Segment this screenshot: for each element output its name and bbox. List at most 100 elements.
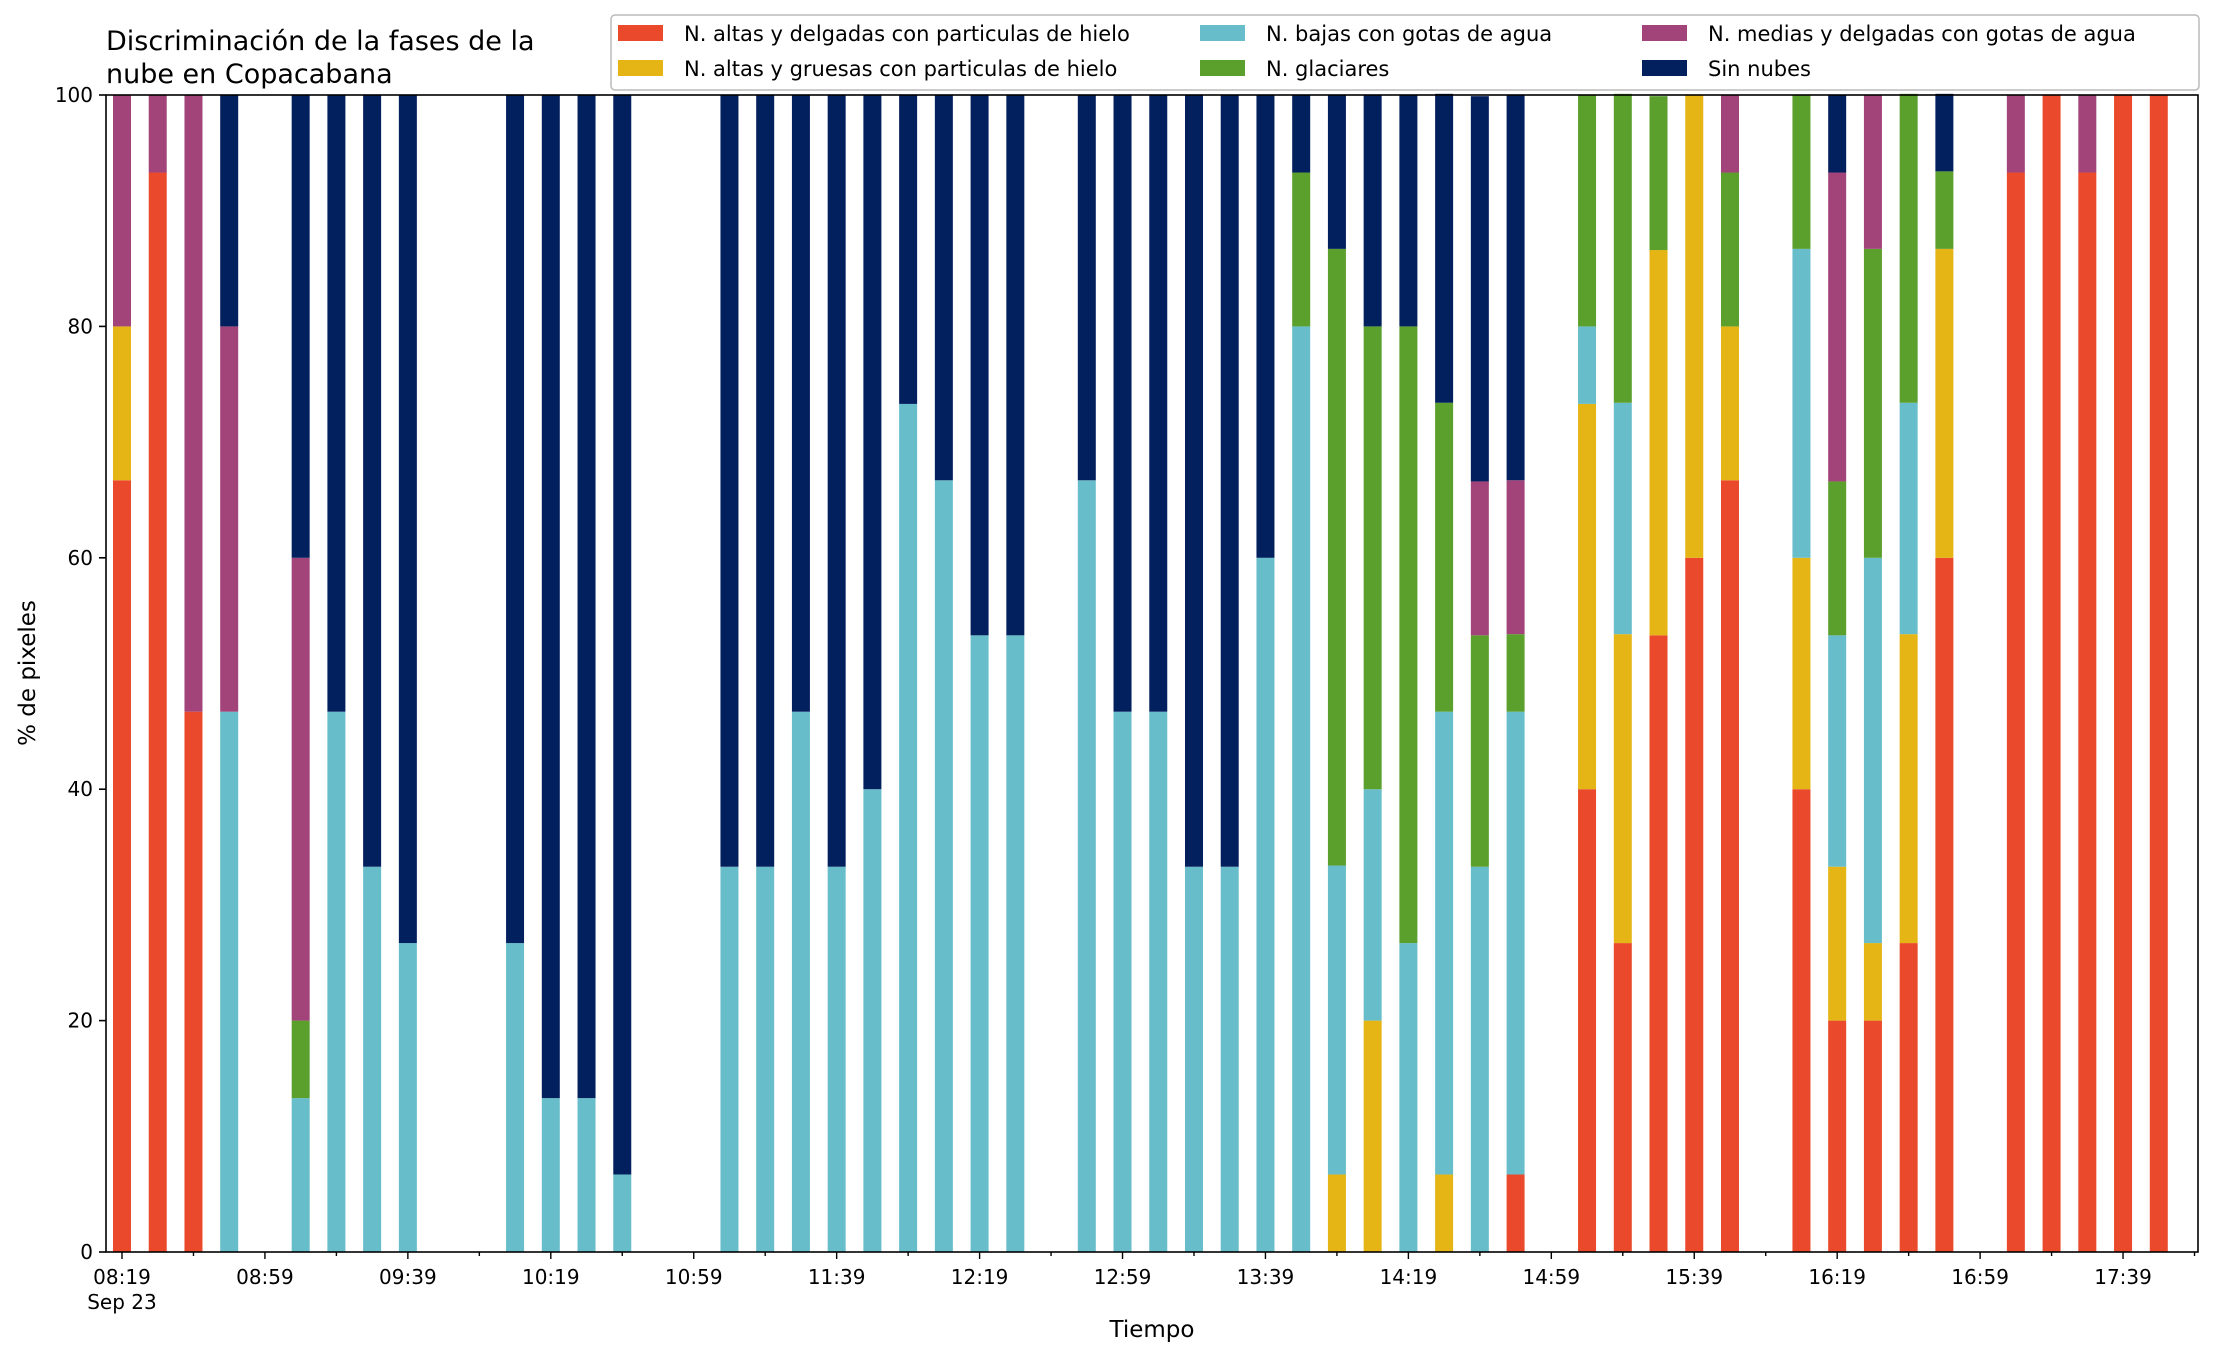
bar-segment-35-3 <box>1613 93 1632 403</box>
bar-segment-5-5 <box>327 95 346 712</box>
bar-segment-3-4 <box>220 326 239 712</box>
bar-segment-29-5 <box>1363 95 1382 327</box>
bar-segment-42-2 <box>1899 402 1918 635</box>
bar-segment-10-2 <box>577 1098 596 1252</box>
bar-segment-22-2 <box>1113 711 1132 1252</box>
y-tick-label-4: 80 <box>68 314 93 338</box>
bar-segment-42-0 <box>1899 943 1918 1252</box>
legend: N. altas y delgadas con particulas de hi… <box>610 14 2200 91</box>
bar-segment-7-2 <box>398 943 417 1252</box>
bar-segment-8-5 <box>506 95 525 944</box>
bar-segment-48-0 <box>2149 95 2168 1252</box>
bar-segment-37-1 <box>1685 95 1704 558</box>
y-tick-label-0: 0 <box>80 1240 93 1264</box>
bar-segment-36-1 <box>1649 250 1668 636</box>
legend-swatch-4 <box>1642 25 1687 41</box>
bar-segment-28-1 <box>1327 1174 1346 1252</box>
legend-label-2: N. bajas con gotas de agua <box>1266 22 1552 46</box>
bar-segment-0-1 <box>113 326 131 481</box>
bar-segment-32-2 <box>1470 866 1489 1252</box>
bar-segment-28-5 <box>1327 95 1346 249</box>
bar-segment-30-3 <box>1399 326 1418 944</box>
bar-segment-8-2 <box>506 943 525 1252</box>
x-tick-label-2: 09:39 <box>379 1265 437 1289</box>
bar-segment-34-3 <box>1578 95 1597 327</box>
bar-segment-23-2 <box>1149 711 1168 1252</box>
bar-segment-15-5 <box>827 95 846 867</box>
x-tick-label-8: 13:39 <box>1237 1265 1295 1289</box>
bar-segment-47-0 <box>2114 95 2133 1252</box>
bar-segment-26-2 <box>1256 557 1275 1252</box>
bar-segment-20-2 <box>1006 635 1025 1252</box>
legend-label-4: N. medias y delgadas con gotas de agua <box>1708 22 2136 46</box>
x-tick-label-10: 14:59 <box>1522 1265 1580 1289</box>
bar-segment-43-0 <box>1935 557 1954 1252</box>
bar-segment-33-3 <box>1506 634 1525 712</box>
y-tick-label-1: 20 <box>68 1009 93 1033</box>
bar-segment-39-0 <box>1792 789 1811 1252</box>
bar-segment-29-2 <box>1363 789 1382 1021</box>
bar-segment-20-5 <box>1006 95 1025 636</box>
bar-segment-33-4 <box>1506 480 1525 635</box>
bar-segment-40-1 <box>1828 866 1847 1021</box>
bar-segment-16-2 <box>863 789 882 1252</box>
bar-segment-32-3 <box>1470 635 1489 867</box>
x-tick-label-14: 17:39 <box>2094 1265 2152 1289</box>
bar-segment-2-4 <box>184 95 203 712</box>
bar-segment-40-3 <box>1828 481 1847 636</box>
bar-segment-38-0 <box>1720 480 1739 1252</box>
x-tick-label-1: 08:59 <box>236 1265 294 1289</box>
bar-segment-11-2 <box>613 1174 632 1252</box>
bar-segment-15-2 <box>827 866 846 1252</box>
bar-segment-9-5 <box>541 95 560 1099</box>
bar-segment-40-5 <box>1828 95 1847 173</box>
bar-segment-32-5 <box>1470 96 1489 482</box>
legend-frame <box>610 14 2200 91</box>
bar-segment-31-3 <box>1435 402 1454 712</box>
chart-title-line-2: nube en Copacabana <box>106 59 393 90</box>
bar-segment-17-5 <box>899 95 918 404</box>
x-tick-label-3: 10:19 <box>522 1265 580 1289</box>
bar-segment-26-5 <box>1256 95 1275 558</box>
x-tick-label-5: 11:39 <box>808 1265 866 1289</box>
bar-segment-24-2 <box>1184 866 1203 1252</box>
bar-segment-21-2 <box>1077 480 1096 1252</box>
bar-segment-1-0 <box>148 172 167 1252</box>
legend-swatch-5 <box>1642 60 1687 76</box>
legend-label-3: N. glaciares <box>1266 57 1389 81</box>
bar-segment-40-0 <box>1828 1020 1847 1252</box>
bar-segment-13-2 <box>756 866 775 1252</box>
bar-segment-44-0 <box>2006 172 2025 1252</box>
bar-segment-36-0 <box>1649 635 1668 1252</box>
legend-swatch-0 <box>618 25 663 41</box>
bar-segment-29-3 <box>1363 326 1382 790</box>
bar-segment-40-4 <box>1828 172 1847 482</box>
bar-segment-5-2 <box>327 711 346 1252</box>
bar-segment-38-1 <box>1720 326 1739 481</box>
bar-segment-14-5 <box>791 95 810 712</box>
bar-segment-4-2 <box>291 1098 310 1252</box>
bar-segment-19-2 <box>970 635 989 1252</box>
y-tick-label-2: 40 <box>68 777 93 801</box>
y-tick-label-5: 100 <box>55 83 93 107</box>
bar-segment-38-3 <box>1720 172 1739 327</box>
bar-segment-41-1 <box>1863 943 1882 1021</box>
bar-segment-43-5 <box>1935 93 1954 172</box>
y-tick-label-3: 60 <box>68 546 93 570</box>
bar-segment-32-4 <box>1470 481 1489 636</box>
bar-segment-25-5 <box>1220 95 1239 867</box>
x-tick-label-7: 12:59 <box>1094 1265 1152 1289</box>
bar-segment-6-5 <box>363 95 382 867</box>
bar-segment-12-2 <box>720 866 739 1252</box>
legend-swatch-3 <box>1200 60 1245 76</box>
bar-segment-39-3 <box>1792 95 1811 249</box>
bar-segment-42-3 <box>1899 93 1918 403</box>
bar-segment-30-2 <box>1399 943 1418 1252</box>
bar-segment-29-1 <box>1363 1020 1382 1252</box>
bar-segment-36-3 <box>1649 96 1668 251</box>
bar-segment-34-2 <box>1578 326 1597 404</box>
bar-segment-46-0 <box>2078 172 2097 1252</box>
bar-segment-18-5 <box>934 95 953 481</box>
